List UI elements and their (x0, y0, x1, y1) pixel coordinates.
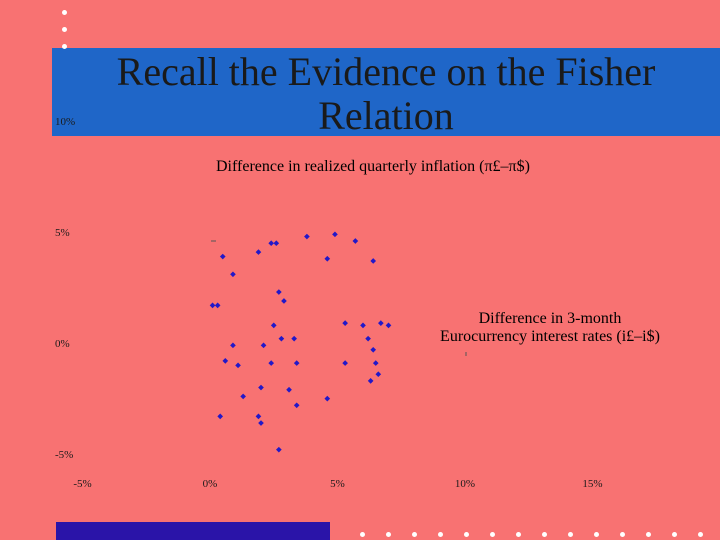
data-point (293, 402, 300, 409)
data-point (260, 342, 267, 349)
data-point (214, 302, 221, 309)
data-point (258, 420, 264, 426)
data-point (370, 258, 377, 264)
data-point (375, 371, 382, 378)
data-point (268, 360, 275, 366)
data-point (342, 320, 348, 326)
bottom-bar (56, 522, 330, 540)
dot (464, 532, 469, 537)
y-tick-label: 0% (55, 338, 70, 350)
dot (620, 532, 625, 537)
dot (542, 532, 547, 537)
data-point (235, 362, 241, 369)
data-point (219, 253, 226, 260)
data-point (255, 413, 262, 420)
data-point (293, 360, 300, 366)
x-tick-label: 0% (203, 478, 218, 490)
data-point (360, 322, 366, 329)
dot (62, 10, 67, 15)
x-axis-label-line2: Eurocurrency interest rates (i£–i$) (440, 328, 660, 345)
dot (568, 532, 573, 537)
data-point (281, 298, 287, 304)
dot (516, 532, 521, 537)
dot (672, 532, 677, 537)
dot (490, 532, 495, 537)
dot (62, 44, 67, 49)
dot (438, 532, 443, 537)
dot (62, 27, 67, 32)
data-point (370, 346, 377, 353)
y-tick-label: 10% (55, 116, 75, 128)
data-point (291, 335, 297, 342)
dot (412, 532, 417, 537)
data-point (367, 378, 374, 384)
title-bar (52, 48, 720, 136)
data-point (352, 238, 359, 244)
dot (386, 532, 391, 537)
data-point (286, 386, 292, 393)
y-tick-label: -5% (55, 449, 73, 461)
data-point (365, 335, 371, 342)
x-tick-label: -5% (73, 478, 91, 490)
data-point (276, 289, 282, 295)
data-point (385, 322, 392, 329)
data-point (268, 240, 275, 247)
dot (698, 532, 703, 537)
slide-title-line2: Relation (318, 93, 454, 138)
data-point (278, 335, 285, 342)
x-tick-label: 15% (582, 478, 602, 490)
x-tick-label: 5% (330, 478, 345, 490)
dot (646, 532, 651, 537)
data-point (255, 249, 262, 255)
data-point (324, 395, 331, 402)
dot (360, 532, 365, 537)
data-point (230, 271, 236, 278)
x-axis-label-line1: Difference in 3-month (478, 310, 622, 327)
data-point (342, 360, 348, 366)
data-point (217, 413, 224, 420)
data-point (372, 360, 379, 366)
slide-title-line1: Recall the Evidence on the Fisher (116, 49, 656, 94)
y-axis-label: Difference in realized quarterly inflati… (216, 158, 530, 175)
x-axis-label: Difference in 3-month Eurocurrency inter… (418, 310, 682, 346)
data-point (273, 240, 280, 247)
x-tick-label: 10% (455, 478, 475, 490)
data-point (258, 384, 264, 391)
data-point (240, 393, 246, 400)
data-point (332, 231, 338, 238)
data-point (324, 255, 331, 262)
data-point (270, 322, 277, 329)
slide-title: Recall the Evidence on the Fisher Relati… (52, 50, 720, 138)
dot (594, 532, 599, 537)
data-point (304, 233, 310, 240)
y-tick-label: 5% (55, 227, 70, 239)
data-point (209, 302, 216, 309)
data-point (230, 342, 236, 349)
data-point (276, 446, 282, 453)
data-point (222, 358, 229, 364)
data-point (378, 320, 384, 326)
